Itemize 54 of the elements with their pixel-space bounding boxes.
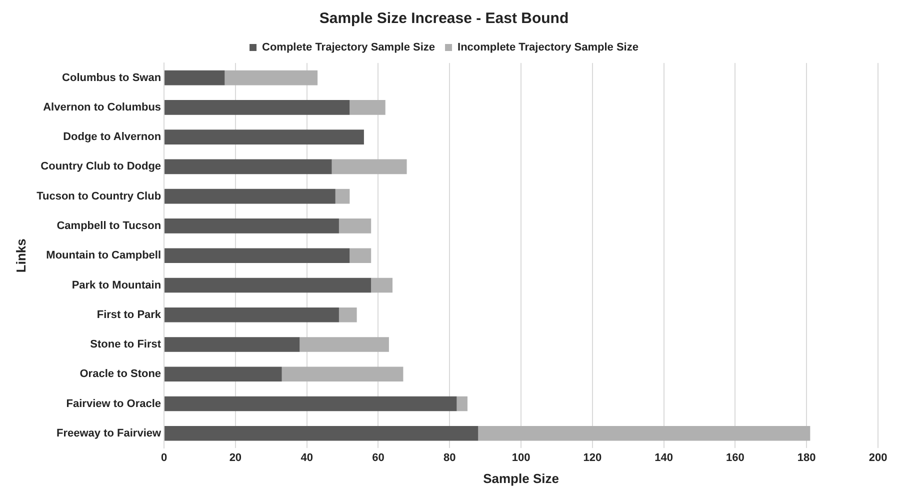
bar xyxy=(350,248,372,264)
bar xyxy=(456,396,468,412)
bar xyxy=(371,278,393,293)
x-tick-label: 120 xyxy=(583,452,602,464)
bar xyxy=(164,188,336,204)
bar xyxy=(282,366,404,382)
x-tick-label: 60 xyxy=(372,452,384,464)
bar xyxy=(164,100,350,115)
x-tick-label: 200 xyxy=(868,452,888,464)
bar xyxy=(164,218,339,234)
bar xyxy=(338,307,357,322)
bar xyxy=(164,70,225,86)
y-tick-label: Mountain to Campbell xyxy=(46,250,162,262)
bar xyxy=(335,188,350,204)
y-axis-title: Links xyxy=(13,238,28,273)
y-tick-label: Freeway to Fairview xyxy=(56,427,162,440)
bar xyxy=(164,130,364,144)
y-tick-label: Columbus to Swan xyxy=(62,72,162,84)
x-axis-title: Sample Size xyxy=(483,470,559,486)
y-tick-label: Dodge to Alvernon xyxy=(63,131,162,144)
x-tick-label: 100 xyxy=(512,452,530,464)
y-tick-label: Stone to First xyxy=(90,338,162,351)
x-tick-label: 0 xyxy=(160,452,168,464)
x-tick-label: 80 xyxy=(444,452,456,464)
bar xyxy=(332,159,407,174)
legend-label: Complete Trajectory Sample Size xyxy=(262,42,436,54)
legend-label: Incomplete Trajectory Sample Size xyxy=(458,42,638,54)
x-tick-label: 40 xyxy=(300,452,313,464)
bar xyxy=(164,337,300,352)
bar xyxy=(164,426,478,441)
bar xyxy=(164,159,332,174)
y-tick-label: Fairview to Oracle xyxy=(66,398,162,410)
bar xyxy=(164,366,282,382)
y-tick-label: First to Park xyxy=(96,308,162,321)
bar xyxy=(164,278,372,293)
bar xyxy=(164,248,350,264)
bar xyxy=(338,218,372,234)
y-tick-label: Campbell to Tucson xyxy=(56,220,162,232)
y-tick-label: Oracle to Stone xyxy=(80,368,162,380)
y-tick-label: Alvernon to Columbus xyxy=(43,101,162,114)
bar xyxy=(300,337,389,352)
y-tick-label: Park to Mountain xyxy=(72,279,162,292)
bar xyxy=(164,396,457,412)
bar xyxy=(224,70,318,86)
x-tick-label: 160 xyxy=(726,452,744,464)
chart-title: Sample Size Increase - East Bound xyxy=(319,10,569,28)
x-tick-label: 140 xyxy=(654,452,673,464)
bar xyxy=(478,426,810,441)
bar xyxy=(350,100,386,115)
bar xyxy=(164,307,339,322)
x-tick-label: 180 xyxy=(797,452,816,464)
x-tick-label: 20 xyxy=(229,452,242,464)
y-tick-label: Country Club to Dodge xyxy=(40,160,162,173)
y-tick-label: Tucson to Country Club xyxy=(36,190,162,202)
